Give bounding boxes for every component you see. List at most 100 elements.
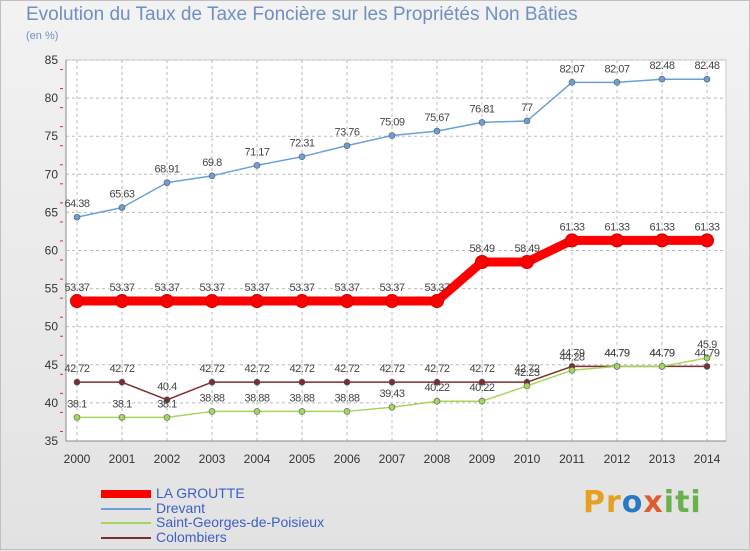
legend-label: Colombiers	[156, 528, 227, 545]
data-label: 53.37	[109, 282, 134, 294]
data-label: 61.33	[559, 221, 584, 233]
data-label: 53.37	[154, 282, 179, 294]
legend-label: LA GROUTTE	[156, 485, 245, 501]
data-point	[478, 397, 486, 405]
data-point	[613, 79, 621, 86]
data-label: 42.72	[109, 363, 134, 375]
data-label: 53.37	[64, 282, 89, 294]
legend-swatch	[101, 507, 151, 510]
data-point	[70, 294, 84, 309]
data-label: 64.38	[64, 198, 89, 210]
y-tick-label: 85	[45, 53, 59, 67]
data-label: 44.79	[649, 347, 674, 359]
data-point	[73, 414, 81, 421]
data-point	[208, 172, 216, 180]
data-label: 53.37	[289, 282, 314, 294]
data-point	[118, 378, 126, 386]
data-label: 42.72	[289, 363, 314, 375]
x-tick-label: 2001	[109, 452, 136, 466]
data-label: 38.1	[67, 398, 87, 410]
data-point	[475, 255, 489, 270]
y-tick-label: 65	[45, 205, 59, 219]
data-point	[163, 396, 171, 404]
data-label: 58.49	[469, 243, 494, 255]
data-point	[385, 294, 399, 309]
data-label: 44.79	[649, 347, 674, 359]
data-label: 75.09	[379, 117, 404, 129]
data-label: 38.88	[199, 392, 224, 404]
data-label: 53.37	[334, 282, 359, 294]
x-tick-label: 2003	[199, 452, 226, 466]
y-tick-label: 35	[45, 434, 59, 448]
data-label: 42.72	[244, 363, 269, 375]
data-point	[655, 233, 669, 248]
data-label: 38.88	[289, 392, 314, 404]
legend-label: Drevant	[156, 499, 206, 516]
data-label: 38.88	[244, 392, 269, 404]
data-point	[523, 117, 531, 125]
data-point	[160, 294, 174, 309]
data-point	[703, 75, 711, 83]
data-point	[250, 294, 264, 309]
data-label: 77	[521, 102, 533, 114]
data-label: 42.72	[64, 363, 89, 375]
data-point	[208, 378, 216, 386]
data-point	[568, 366, 576, 374]
data-label: 42.72	[424, 363, 449, 375]
data-label: 44.79	[559, 347, 584, 359]
x-tick-label: 2012	[604, 452, 631, 466]
y-tick-label: 50	[45, 320, 59, 334]
data-point	[253, 408, 261, 415]
data-point	[118, 414, 126, 421]
data-label: 71.17	[244, 146, 269, 158]
data-point	[298, 153, 306, 160]
data-label: 42.72	[199, 363, 224, 375]
data-point	[73, 378, 81, 386]
y-tick-label: 40	[45, 396, 59, 410]
y-tick-label: 45	[45, 358, 59, 372]
data-label: 53.37	[199, 282, 224, 294]
proxiti-logo: Proxiti	[583, 485, 702, 520]
data-point	[205, 294, 219, 309]
data-point	[610, 233, 624, 248]
legend-swatch	[101, 536, 151, 539]
data-label: 44.28	[559, 351, 584, 363]
chart-title: Evolution du Taux de Taxe Foncière sur l…	[26, 4, 578, 25]
data-label: 42.72	[469, 363, 494, 375]
data-point	[163, 179, 171, 186]
x-tick-label: 2004	[244, 452, 271, 466]
data-label: 75.67	[424, 112, 449, 124]
data-point	[568, 79, 576, 86]
data-point	[433, 378, 441, 386]
data-label: 68.91	[154, 164, 179, 176]
legend-swatch	[101, 522, 151, 524]
data-label: 61.33	[649, 221, 674, 233]
data-point	[343, 378, 351, 386]
data-point	[613, 363, 621, 370]
data-point	[73, 213, 81, 221]
data-point	[478, 119, 486, 126]
data-label: 65.63	[109, 189, 134, 201]
data-point	[388, 132, 396, 139]
data-label: 44.79	[604, 347, 629, 359]
data-point	[523, 382, 531, 390]
data-label: 38.88	[334, 392, 359, 404]
data-label: 82.07	[604, 63, 629, 75]
data-point	[430, 294, 444, 309]
legend-swatch	[101, 490, 151, 498]
data-label: 82.48	[649, 60, 674, 72]
data-point	[433, 127, 441, 135]
data-label: 69.8	[202, 157, 222, 169]
data-point	[565, 233, 579, 248]
data-point	[388, 378, 396, 386]
data-label: 72.31	[289, 138, 314, 150]
data-label: 82.07	[559, 63, 584, 75]
data-label: 58.49	[514, 243, 539, 255]
data-point	[433, 397, 441, 405]
data-point	[295, 294, 309, 309]
data-label: 53.37	[424, 282, 449, 294]
x-tick-label: 2010	[514, 452, 541, 466]
data-label: 42.23	[514, 367, 539, 379]
data-point	[700, 233, 714, 248]
